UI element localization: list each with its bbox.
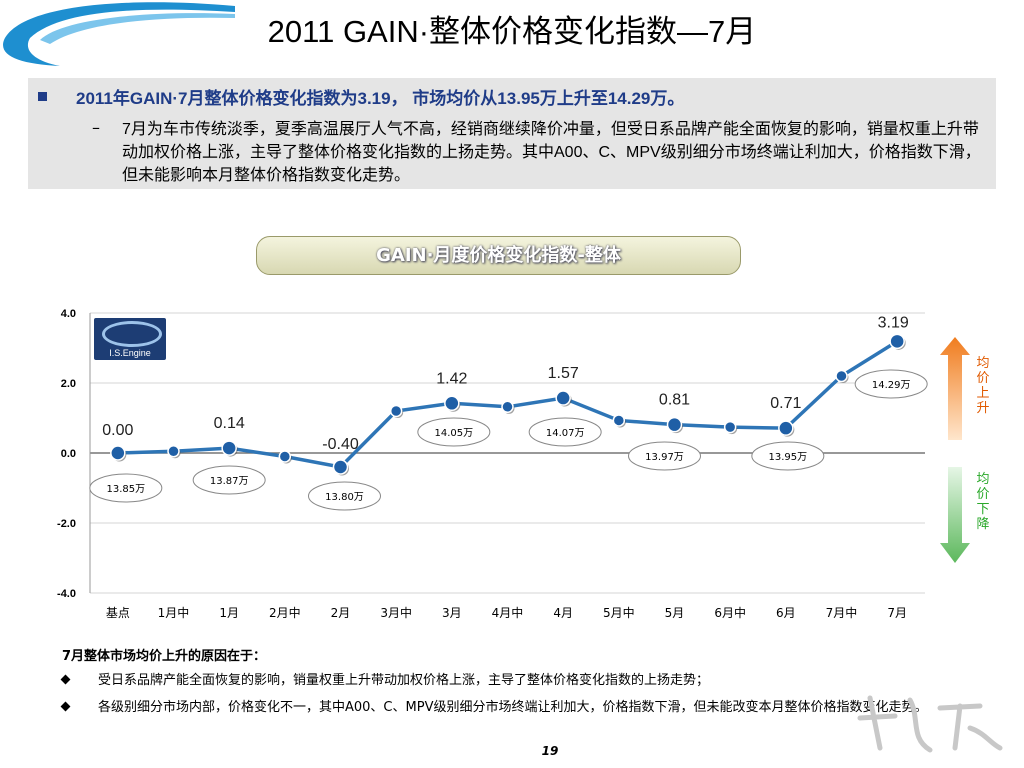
data-point bbox=[501, 400, 514, 414]
price-callout-bubble bbox=[528, 417, 602, 447]
brand-swoosh-icon bbox=[3, 2, 236, 66]
data-point bbox=[835, 369, 848, 383]
x-tick-label: 3月中 bbox=[380, 605, 412, 620]
price-callout-label: 13.80万 bbox=[325, 492, 364, 503]
x-tick-label: 7月中 bbox=[826, 605, 858, 620]
is-engine-logo: I.S.Engine bbox=[94, 318, 166, 360]
data-label: 0.00 bbox=[102, 422, 133, 439]
x-tick-label: 2月 bbox=[331, 606, 351, 620]
x-tick-label: 5月 bbox=[665, 606, 685, 620]
data-point bbox=[332, 459, 349, 475]
logo-ring-icon bbox=[102, 321, 162, 347]
data-point bbox=[666, 416, 683, 433]
data-label: -0.40 bbox=[322, 436, 359, 453]
reason-title: 7月整体市场均价上升的原因在于： bbox=[62, 649, 267, 664]
x-tick-label: 4月 bbox=[553, 606, 573, 620]
reason-text: 各级别细分市场内部，价格变化不一，其中A00、C、MPV级别细分市场终端让利加大… bbox=[98, 700, 928, 715]
price-up-label: 均价上升 bbox=[976, 356, 990, 416]
x-tick-label: 基点 bbox=[106, 606, 130, 620]
price-down-arrow-icon bbox=[940, 467, 970, 563]
data-label: 0.14 bbox=[214, 415, 245, 432]
reason-text: 受日系品牌产能全面恢复的影响，销量权重上升带动加权价格上涨，主导了整体价格变化指… bbox=[98, 673, 710, 688]
x-tick-label: 1月 bbox=[219, 606, 239, 620]
y-tick-label: -2.0 bbox=[57, 518, 76, 530]
data-point bbox=[167, 445, 180, 458]
data-label: 0.81 bbox=[659, 392, 690, 409]
data-label: 1.42 bbox=[436, 370, 467, 387]
watermark-calligraphy-icon bbox=[857, 695, 1003, 753]
price-callout-bubble bbox=[89, 473, 163, 503]
x-tick-label: 2月中 bbox=[269, 605, 301, 620]
y-tick-label: -4.0 bbox=[57, 588, 76, 600]
y-tick-label: 0.0 bbox=[61, 448, 76, 460]
summary-box bbox=[28, 78, 996, 189]
y-tick-label: 2.0 bbox=[61, 378, 76, 390]
dash-bullet: – bbox=[92, 118, 100, 137]
data-point bbox=[723, 420, 737, 434]
chart-title: GAIN·月度价格变化指数-整体 bbox=[256, 236, 741, 275]
price-up-arrow-icon bbox=[940, 337, 970, 440]
price-callout-bubble bbox=[751, 441, 825, 471]
price-callout-bubble bbox=[854, 369, 928, 399]
x-tick-label: 4月中 bbox=[492, 605, 524, 620]
data-label: 0.71 bbox=[770, 395, 801, 412]
x-tick-label: 6月 bbox=[776, 606, 796, 620]
reason-item: 各级别细分市场内部，价格变化不一，其中A00、C、MPV级别细分市场终端让利加大… bbox=[60, 697, 988, 718]
data-point bbox=[555, 390, 571, 406]
price-callout-label: 13.85万 bbox=[107, 484, 146, 495]
data-point bbox=[612, 414, 626, 427]
logo-text: I.S.Engine bbox=[109, 348, 151, 358]
diamond-bullet-icon bbox=[60, 701, 71, 712]
price-callout-bubble bbox=[628, 441, 701, 471]
price-callout-bubble bbox=[308, 481, 381, 511]
x-tick-label: 6月中 bbox=[714, 605, 746, 620]
data-label: 3.19 bbox=[878, 314, 909, 331]
price-index-chart: 4.0 2.0 0.0 -2.0 -4.0 基点 1月中 1月 2月中 2月 3月中 3月 4月中 4月 5… bbox=[57, 308, 970, 620]
x-tick-label: 1月中 bbox=[158, 605, 190, 620]
reason-item: 受日系品牌产能全面恢复的影响，销量权重上升带动加权价格上涨，主导了整体价格变化指… bbox=[60, 670, 988, 691]
data-point bbox=[444, 395, 460, 412]
summary-detail: 7月为车市传统淡季，夏季高温展厅人气不高，经销商继续降价冲量，但受日系品牌产能全… bbox=[122, 121, 981, 184]
data-label: 1.57 bbox=[548, 365, 579, 382]
price-callout-label: 14.29万 bbox=[872, 380, 911, 391]
price-callout-label: 13.95万 bbox=[769, 452, 808, 463]
price-callout-bubble bbox=[192, 465, 266, 495]
data-point bbox=[778, 420, 794, 436]
data-point bbox=[278, 450, 292, 463]
data-point bbox=[221, 440, 237, 456]
x-tick-label: 5月中 bbox=[603, 605, 635, 620]
data-point bbox=[389, 404, 403, 418]
price-callout-label: 13.87万 bbox=[210, 476, 249, 487]
slide-title: 2011 GAIN·整体价格变化指数—7月 bbox=[267, 14, 757, 49]
x-tick-label: 3月 bbox=[442, 606, 462, 620]
diamond-bullet-icon bbox=[60, 674, 71, 685]
price-callout-label: 14.05万 bbox=[435, 428, 474, 439]
data-point bbox=[889, 333, 905, 350]
price-callout-label: 13.97万 bbox=[645, 452, 684, 463]
y-tick-label: 4.0 bbox=[61, 308, 76, 320]
summary-headline: 2011年GAIN·7月整体价格变化指数为3.19， 市场均价从13.95万上升… bbox=[76, 89, 685, 108]
price-callout-label: 14.07万 bbox=[546, 428, 585, 439]
bullet-square-icon bbox=[38, 92, 47, 101]
price-callout-bubble bbox=[417, 417, 491, 447]
page-number: 19 bbox=[541, 744, 559, 758]
price-down-label: 均价下降 bbox=[976, 472, 990, 532]
data-point bbox=[110, 445, 126, 461]
x-tick-label: 7月 bbox=[887, 606, 907, 620]
